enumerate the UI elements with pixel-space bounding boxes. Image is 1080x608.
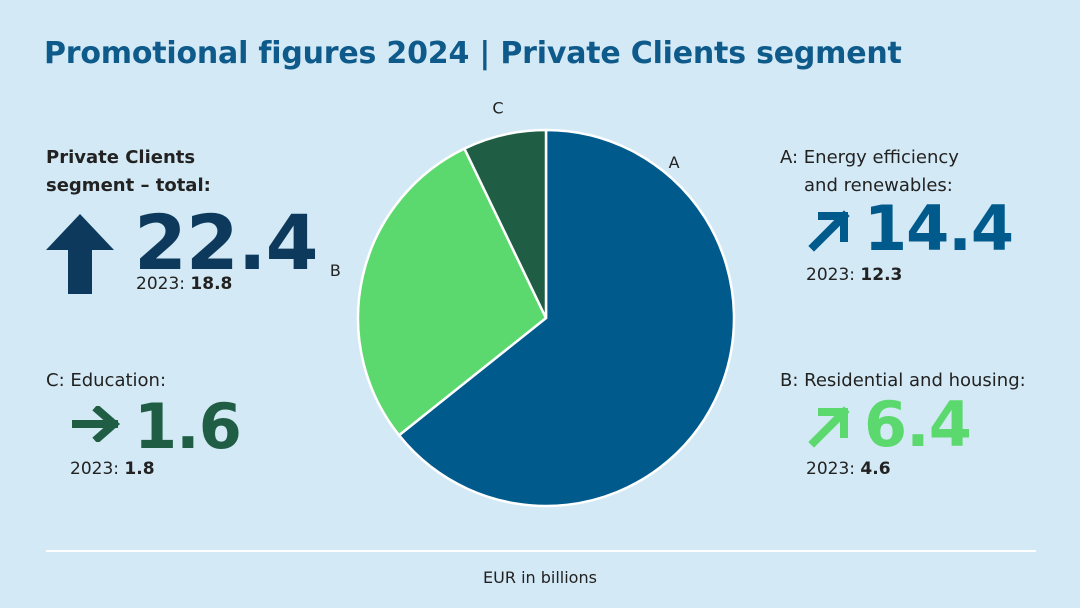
category-a-prev-value: 12.3 — [860, 265, 903, 285]
pie-slice-c — [463, 128, 548, 320]
arrow-up-right-icon — [808, 406, 850, 448]
category-c-prev-value: 1.8 — [124, 459, 155, 479]
pie-label-b: B — [330, 261, 341, 280]
pie-slice-a — [397, 128, 736, 508]
footer-divider — [46, 550, 1036, 552]
category-a-label-line1: A: Energy efficiency — [780, 147, 959, 168]
category-a-label-line2: and renewables: — [804, 175, 953, 196]
total-value: 22.4 — [134, 198, 319, 287]
category-b-prev-label: 2023: — [806, 459, 855, 479]
category-c-value: 1.6 — [134, 390, 242, 463]
category-b-value: 6.4 — [864, 388, 972, 461]
arrow-up-icon — [46, 214, 114, 294]
arrow-up-right-icon — [808, 210, 850, 252]
pie-label-a: A — [669, 153, 680, 172]
category-b-prev-value: 4.6 — [860, 459, 891, 479]
category-b-prev: 2023: 4.6 — [806, 459, 891, 479]
total-prev: 2023: 18.8 — [136, 274, 232, 294]
page-title: Promotional figures 2024 | Private Clien… — [44, 36, 902, 71]
arrow-right-icon — [72, 406, 121, 442]
category-a-prev: 2023: 12.3 — [806, 265, 902, 285]
category-c-prev-label: 2023: — [70, 459, 119, 479]
footer-unit-note: EUR in billions — [483, 568, 597, 587]
category-a-prev-label: 2023: — [806, 265, 855, 285]
category-a-label: A: Energy efficiency and renewables: — [780, 144, 959, 200]
category-a-value: 14.4 — [864, 192, 1014, 265]
total-label-line1: Private Clients — [46, 147, 196, 168]
total-label: Private Clients segment – total: — [46, 144, 211, 200]
category-c-prev: 2023: 1.8 — [70, 459, 155, 479]
total-prev-value: 18.8 — [190, 274, 233, 294]
category-b-label: B: Residential and housing: — [780, 370, 1026, 391]
total-label-line2: segment – total: — [46, 175, 211, 196]
pie-slice-b — [356, 147, 548, 437]
total-prev-label: 2023: — [136, 274, 185, 294]
category-c-label: C: Education: — [46, 370, 167, 391]
pie-label-c: C — [492, 98, 503, 117]
